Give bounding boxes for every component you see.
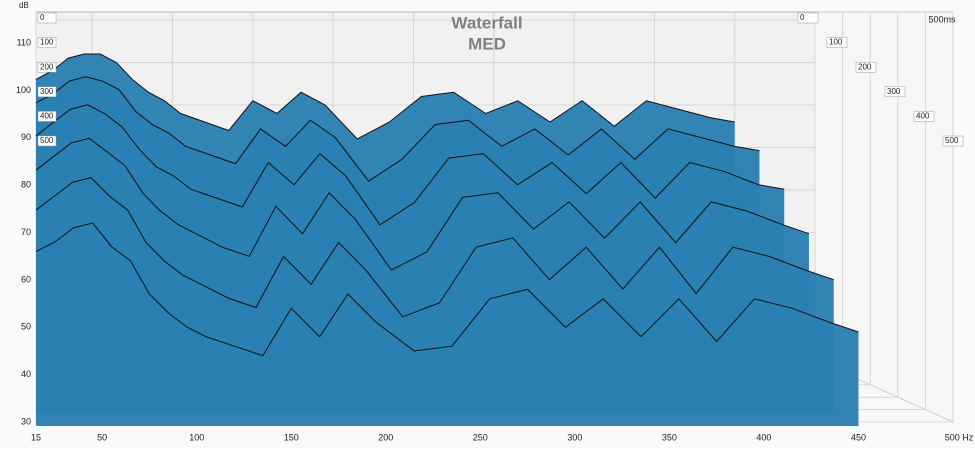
slice-line: [35, 177, 834, 318]
time-tick-box: [855, 61, 877, 73]
chart-title: Waterfall: [451, 13, 522, 32]
time-tick-box: [37, 111, 57, 122]
y-axis-label: dB: [19, 1, 29, 10]
y-tick-label: 30: [21, 416, 31, 426]
time-tick-label: 300: [887, 87, 901, 96]
x-tick-label: 150: [284, 432, 299, 442]
slice-line: [35, 104, 785, 226]
y-tick-label: 100: [16, 85, 31, 95]
time-tick-label: 300: [40, 87, 54, 96]
time-tick-box: [37, 12, 57, 24]
time-tick-label: 200: [858, 62, 872, 71]
time-tick-label: 100: [40, 38, 54, 47]
x-tick-label: 100: [189, 432, 204, 442]
x-tick-label: 300: [567, 432, 582, 442]
time-tick-box: [826, 37, 848, 48]
time-tick-box: [797, 12, 819, 24]
time-tick-box: [942, 135, 964, 147]
time-tick-label: 500: [40, 136, 54, 145]
x-tick-label: 200: [378, 432, 393, 442]
y-tick-label: 70: [21, 227, 31, 237]
x-tick-label: 500 Hz: [945, 432, 974, 442]
time-tick-label: 500: [945, 136, 959, 145]
x-tick-label: 450: [851, 432, 866, 442]
time-tick-label: 100: [829, 38, 843, 47]
time-tick-label: 200: [40, 62, 54, 71]
slice-line: [35, 137, 810, 271]
slice-line: [35, 53, 735, 140]
time-tick-box: [37, 61, 57, 73]
time-tick-box: [884, 86, 906, 98]
x-tick-label: 250: [473, 432, 488, 442]
time-tick-label: 400: [916, 112, 930, 121]
x-tick-label: 15: [31, 432, 41, 442]
y-tick-label: 40: [21, 369, 31, 379]
time-tick-box: [37, 86, 57, 98]
x-tick-label: 350: [662, 432, 677, 442]
x-tick-label: 50: [97, 432, 107, 442]
chart-subtitle: MED: [468, 34, 506, 53]
time-tick-label: 0: [40, 13, 45, 22]
time-tick-box: [913, 111, 935, 122]
y-tick-label: 80: [21, 180, 31, 190]
y-tick-label: 90: [21, 132, 31, 142]
slice-line: [35, 76, 760, 182]
time-tick-box: [37, 37, 57, 48]
x-tick-label: 400: [756, 432, 771, 442]
time-tick-box: [37, 135, 57, 147]
time-tick-label: 400: [40, 112, 54, 121]
y-tick-label: 110: [17, 37, 31, 47]
time-tick-label: 0: [800, 13, 805, 22]
slice-line: [35, 222, 859, 357]
slice-fill: [36, 223, 859, 426]
y-tick-label: 60: [21, 274, 31, 284]
y-tick-label: 50: [21, 322, 31, 332]
time-end-label: 500ms: [928, 14, 956, 24]
